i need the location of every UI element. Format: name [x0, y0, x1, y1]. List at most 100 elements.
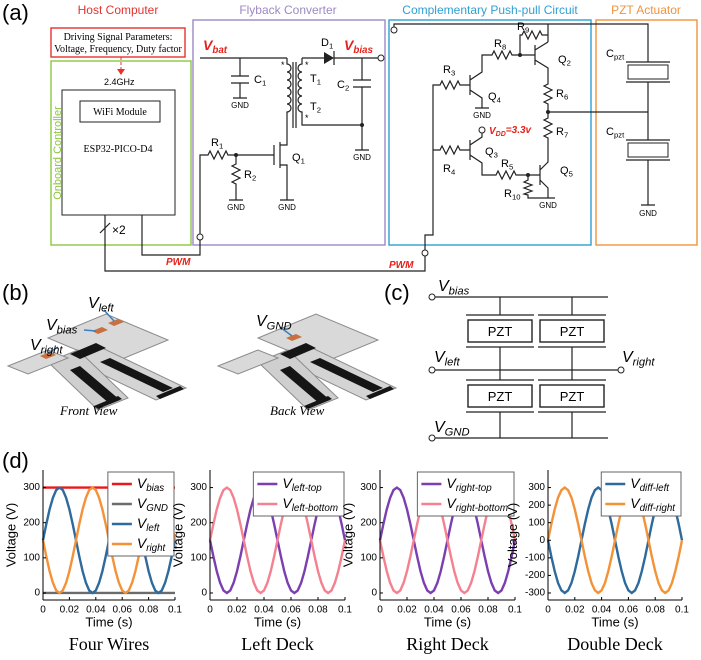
pzt-schematic: VGND [434, 419, 470, 438]
y-tick-label: 300 [360, 482, 377, 493]
legend-label: right [146, 543, 166, 554]
pzt-actuator: Cpzt [606, 126, 625, 139]
pzt-schematic [429, 294, 435, 300]
y-tick-label: -300 [525, 588, 545, 599]
x-axis-label: Time (s) [254, 614, 301, 629]
pzt-actuator: GND [639, 209, 657, 218]
section-title: Host Computer [78, 3, 159, 17]
flyback-circuit: T1 [310, 73, 321, 86]
device-render: Vleft [88, 295, 114, 314]
flyback-circuit [324, 52, 334, 64]
push-pull-circuit: R4 [443, 163, 456, 176]
controller: WiFi Module [93, 107, 147, 118]
legend-label: diff-left [640, 483, 671, 494]
push-pull-circuit [526, 173, 530, 177]
section-title: Flyback Converter [239, 3, 336, 17]
controller: ESP32-PICO-D4 [84, 144, 153, 155]
push-pull-circuit: 4 [497, 95, 502, 104]
pzt-schematic [618, 367, 624, 373]
y-axis-label: Voltage (V) [340, 503, 355, 567]
flyback-circuit: 1 [317, 77, 321, 86]
flyback-circuit: 1 [262, 78, 266, 87]
flyback-circuit: GND [231, 101, 249, 110]
push-pull-circuit: Q4 [488, 91, 502, 104]
push-pull-circuit: 4 [451, 167, 456, 176]
flyback-circuit: * [281, 60, 285, 70]
device-render: left [99, 302, 115, 314]
x-tick-label: 0 [377, 605, 383, 616]
flyback-circuit: * * * Vbat Vbias C1 T1 T2 D1 C2 R1 R2 Q1… [200, 37, 384, 234]
legend-label: right-top [456, 483, 492, 494]
controller: PWM [389, 260, 414, 271]
controller [117, 69, 125, 75]
push-pull-circuit: GND [539, 201, 557, 210]
flyback-circuit: C [337, 79, 345, 91]
push-pull-circuit: R [443, 163, 451, 175]
push-pull-circuit: R5 [501, 158, 513, 171]
flyback-circuit [200, 58, 287, 98]
legend-label: left-top [292, 483, 323, 494]
y-tick-label: 300 [23, 482, 40, 493]
push-pull-circuit: 3 [451, 68, 455, 77]
push-pull-circuit: R10 [504, 188, 521, 201]
controller: Voltage, Frequency, Duty factor [54, 44, 182, 55]
push-pull-circuit: 10 [512, 192, 521, 201]
push-pull-circuit: R9 [517, 21, 529, 34]
y-tick-label: 200 [190, 517, 207, 528]
flyback-circuit: R [211, 137, 219, 149]
pzt-actuator: pzt [614, 130, 625, 139]
push-pull-circuit: GND [473, 111, 491, 120]
push-pull-circuit [546, 110, 550, 114]
flyback-circuit: R [244, 169, 252, 181]
y-tick-label: 0 [371, 588, 377, 599]
x-tick-label: 0 [545, 605, 551, 616]
device-render [8, 314, 186, 410]
controller [422, 250, 428, 256]
flyback-circuit: GND [227, 203, 245, 212]
pzt-actuator: C [606, 48, 614, 60]
legend-label: right-bottom [456, 503, 508, 514]
push-pull-circuit: Q3 [485, 146, 498, 159]
y-tick-label: 100 [360, 552, 377, 563]
push-pull-circuit: =3.3v [506, 125, 533, 136]
flyback-circuit: * [305, 60, 309, 70]
pzt-actuator: pzt [614, 52, 625, 61]
push-pull-circuit: 6 [564, 92, 568, 101]
flyback-circuit: 2 [317, 105, 321, 114]
flyback-circuit [360, 123, 364, 127]
chart: -300-200-100010020030000.020.040.060.080… [505, 470, 689, 654]
x-tick-label: 0.1 [168, 605, 182, 616]
flyback-circuit [236, 130, 294, 200]
flyback-circuit [287, 58, 291, 130]
pzt-actuator [626, 62, 670, 205]
legend-label: GND [146, 503, 168, 514]
flyback-circuit: 1 [219, 141, 223, 150]
push-pull-circuit: R6 [556, 88, 568, 101]
chart-title: Double Deck [567, 634, 662, 654]
device-render: Front View [59, 403, 118, 418]
push-pull-circuit: 8 [502, 42, 506, 51]
device-render: Vbias [46, 317, 78, 336]
x-tick-label: 0.08 [645, 605, 665, 616]
legend-label: left-bottom [292, 503, 338, 514]
section-title: PZT Actuator [611, 3, 681, 17]
chart: 010020030000.020.040.060.080.1Time (s)Vo… [3, 470, 182, 654]
pzt-schematic [429, 367, 435, 373]
pzt-schematic [435, 297, 618, 438]
pzt-schematic: Vbias Vleft Vright VGND PZT PZT PZT PZT [429, 278, 655, 441]
y-tick-label: 0 [539, 535, 545, 546]
y-tick-label: 100 [528, 517, 545, 528]
push-pull-circuit: R7 [556, 126, 568, 139]
flyback-circuit: bat [212, 45, 227, 56]
x-tick-label: 0.02 [397, 605, 417, 616]
push-pull-circuit [479, 127, 485, 133]
x-axis-label: Time (s) [424, 614, 471, 629]
y-tick-label: 200 [23, 517, 40, 528]
legend: Vdiff-leftVdiff-right [601, 472, 681, 516]
y-axis-label: Voltage (V) [170, 503, 185, 567]
y-tick-label: 300 [528, 482, 545, 493]
y-tick-label: 100 [23, 552, 40, 563]
push-pull-circuit: Q5 [560, 165, 573, 178]
flyback-circuit: 1 [301, 156, 305, 165]
